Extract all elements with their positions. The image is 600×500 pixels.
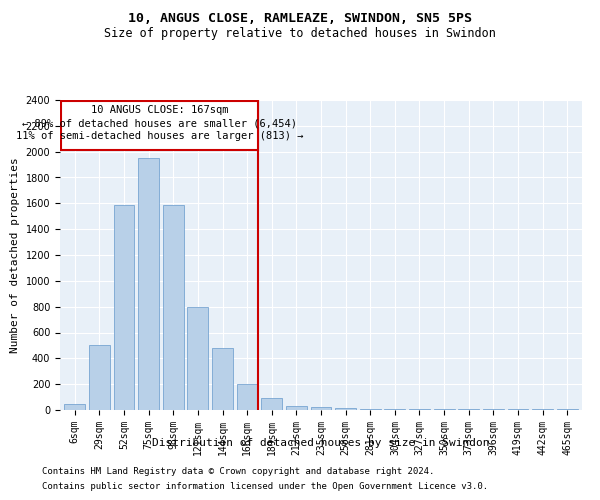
Text: 11% of semi-detached houses are larger (813) →: 11% of semi-detached houses are larger (… bbox=[16, 131, 303, 141]
Bar bbox=[89, 346, 110, 410]
Text: 10 ANGUS CLOSE: 167sqm: 10 ANGUS CLOSE: 167sqm bbox=[91, 106, 228, 116]
Bar bbox=[187, 306, 208, 410]
Bar bbox=[113, 204, 134, 410]
Text: Contains public sector information licensed under the Open Government Licence v3: Contains public sector information licen… bbox=[42, 482, 488, 491]
Text: 10, ANGUS CLOSE, RAMLEAZE, SWINDON, SN5 5PS: 10, ANGUS CLOSE, RAMLEAZE, SWINDON, SN5 … bbox=[128, 12, 472, 26]
Bar bbox=[311, 408, 331, 410]
Bar bbox=[360, 408, 381, 410]
Text: Contains HM Land Registry data © Crown copyright and database right 2024.: Contains HM Land Registry data © Crown c… bbox=[42, 467, 434, 476]
Bar bbox=[163, 204, 184, 410]
Y-axis label: Number of detached properties: Number of detached properties bbox=[10, 157, 20, 353]
Bar bbox=[236, 384, 257, 410]
Bar bbox=[286, 406, 307, 410]
Bar bbox=[335, 408, 356, 410]
FancyBboxPatch shape bbox=[61, 102, 257, 150]
Text: ← 89% of detached houses are smaller (6,454): ← 89% of detached houses are smaller (6,… bbox=[22, 118, 297, 128]
Text: Distribution of detached houses by size in Swindon: Distribution of detached houses by size … bbox=[152, 438, 490, 448]
Bar bbox=[261, 398, 282, 410]
Text: Size of property relative to detached houses in Swindon: Size of property relative to detached ho… bbox=[104, 28, 496, 40]
Bar bbox=[64, 404, 85, 410]
Bar bbox=[138, 158, 159, 410]
Bar bbox=[212, 348, 233, 410]
